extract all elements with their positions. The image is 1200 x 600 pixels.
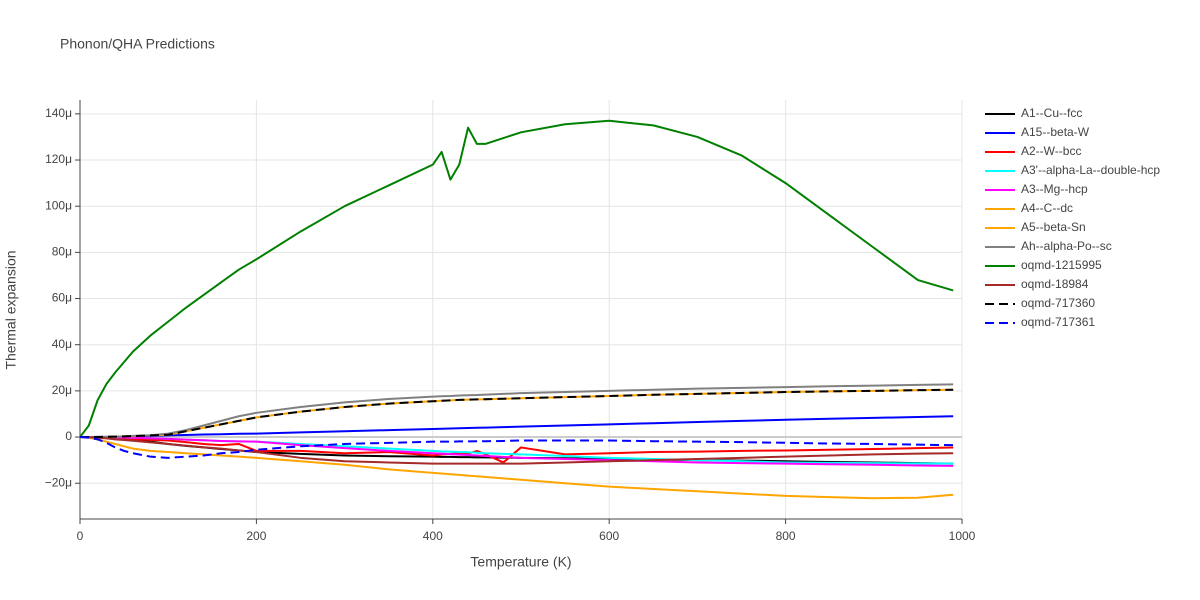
y-tick-label: 100μ [45,198,72,212]
x-tick-label: 400 [423,529,443,543]
data-line [80,388,954,439]
legend-label: oqmd-1215995 [1021,258,1102,272]
y-tick-label: 40μ [52,337,72,351]
legend-label: oqmd-717361 [1021,315,1095,329]
data-line [79,436,954,465]
y-tick-label: 140μ [45,106,72,120]
x-tick-label: 800 [776,529,796,543]
y-tick-label: 20μ [52,383,72,397]
legend-label: oqmd-18984 [1021,277,1089,291]
data-line [80,388,954,439]
data-line [80,436,954,464]
y-axis-title: Thermal expansion [3,250,19,369]
legend-label: oqmd-717360 [1021,296,1095,310]
y-tick-label: 80μ [52,245,72,259]
legend-label: A1--Cu--fcc [1021,106,1082,120]
chart-title: Phonon/QHA Predictions [60,36,215,52]
x-tick-label: 0 [77,529,84,543]
legend-label: A5--beta-Sn [1021,220,1086,234]
x-tick-label: 1000 [949,529,976,543]
data-line [79,436,954,500]
y-tick-label: −20μ [45,475,72,489]
legend-label: A3'--alpha-La--double-hcp [1021,163,1160,177]
x-tick-label: 200 [246,529,266,543]
x-axis-title: Temperature (K) [470,554,571,570]
y-tick-label: 120μ [45,152,72,166]
legend-label: A3--Mg--hcp [1021,182,1088,196]
y-tick-label: 60μ [52,291,72,305]
y-tick-label: 0 [65,429,72,443]
data-line [79,119,954,438]
data-line [80,383,954,439]
legend-label: A15--beta-W [1021,125,1090,139]
legend-label: A2--W--bcc [1021,144,1081,158]
data-line [80,436,954,467]
legend-label: A4--C--dc [1021,201,1073,215]
legend-label: Ah--alpha-Po--sc [1021,239,1112,253]
x-tick-label: 600 [599,529,619,543]
